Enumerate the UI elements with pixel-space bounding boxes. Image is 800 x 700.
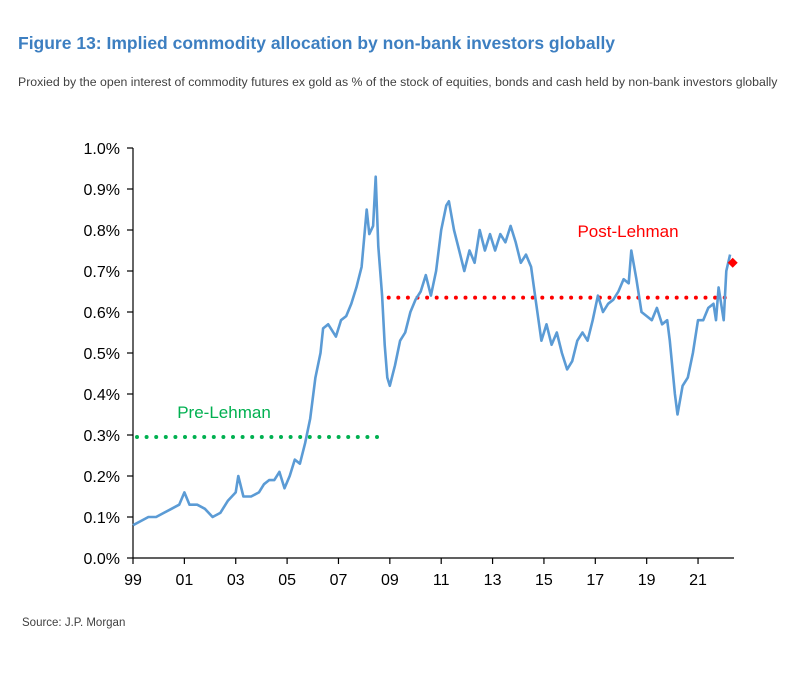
latest-value-marker xyxy=(727,257,738,268)
source-note: Source: J.P. Morgan xyxy=(22,617,126,629)
y-tick-label: 0.8% xyxy=(84,223,120,240)
y-tick-label: 0.5% xyxy=(84,346,120,363)
figure-title: Figure 13: Implied commodity allocation … xyxy=(18,33,616,53)
y-tick-label: 0.3% xyxy=(84,428,120,445)
x-tick-label: 03 xyxy=(227,572,245,589)
x-tick-label: 07 xyxy=(330,572,348,589)
x-tick-label: 19 xyxy=(638,572,656,589)
x-tick-label: 99 xyxy=(124,572,142,589)
post-lehman-label: Post-Lehman xyxy=(577,222,678,241)
y-tick-label: 0.1% xyxy=(84,510,120,527)
chart-series xyxy=(132,175,732,527)
y-tick-label: 0.0% xyxy=(84,551,120,568)
y-tick-label: 0.6% xyxy=(84,305,120,322)
reference-lines xyxy=(135,295,729,440)
x-tick-label: 17 xyxy=(586,572,604,589)
series-line xyxy=(132,175,732,527)
chart-annotations: Pre-Lehman Post-Lehman xyxy=(177,222,738,422)
x-tick-label: 05 xyxy=(278,572,296,589)
pre-lehman-label: Pre-Lehman xyxy=(177,403,271,422)
x-tick-label: 11 xyxy=(433,572,450,589)
y-tick-label: 0.2% xyxy=(84,469,120,486)
x-tick-label: 13 xyxy=(484,572,502,589)
y-tick-label: 0.7% xyxy=(84,264,120,281)
x-tick-label: 15 xyxy=(535,572,553,589)
x-tick-label: 01 xyxy=(175,572,193,589)
chart-axes: 0.0% 0.1% 0.2% 0.3% 0.4% 0.5% 0.6% 0.7% 0.8% 0.9%… xyxy=(84,141,734,589)
y-tick-label: 0.4% xyxy=(84,387,120,404)
y-tick-label: 1.0% xyxy=(84,141,120,158)
y-tick-label: 0.9% xyxy=(84,182,120,199)
x-tick-label: 09 xyxy=(381,572,399,589)
x-tick-label: 21 xyxy=(689,572,707,589)
figure-subtitle: Proxied by the open interest of commodit… xyxy=(18,75,778,89)
